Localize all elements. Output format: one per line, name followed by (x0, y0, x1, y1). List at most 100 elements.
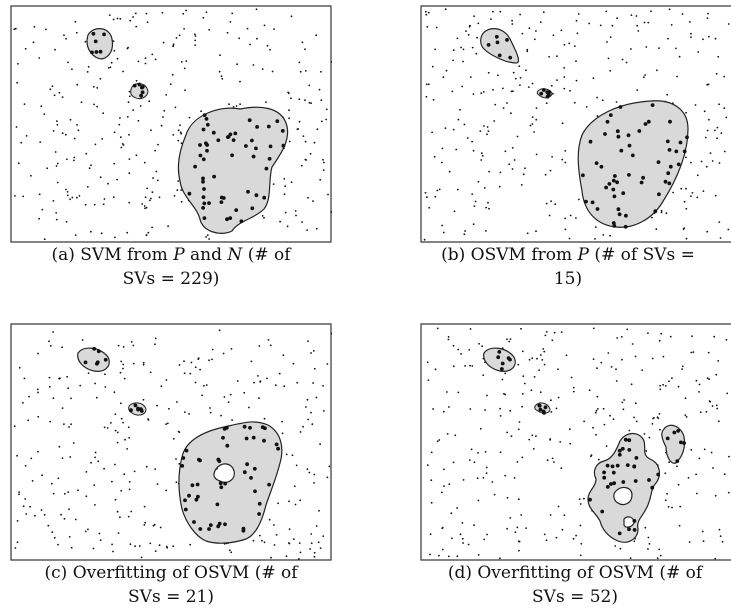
data-point (708, 400, 711, 402)
positive-point (91, 31, 96, 36)
positive-point (216, 524, 221, 529)
data-point (473, 205, 476, 208)
data-point (89, 230, 92, 233)
data-point (620, 336, 623, 338)
data-point (471, 193, 474, 196)
data-point (472, 223, 475, 226)
data-point (67, 61, 69, 64)
positive-point (244, 144, 248, 148)
data-point (222, 352, 225, 355)
data-point (266, 44, 269, 47)
data-point (263, 24, 266, 27)
data-point (27, 419, 29, 422)
data-point (30, 457, 33, 460)
positive-point (666, 171, 671, 176)
data-point (542, 11, 545, 14)
data-point (533, 131, 535, 133)
data-point (579, 503, 582, 505)
caption-text: (a) SVM from (51, 245, 174, 265)
data-point (672, 191, 674, 194)
data-point (299, 70, 302, 73)
data-point (680, 187, 683, 190)
data-point (130, 341, 133, 343)
data-point (549, 439, 551, 441)
data-point (315, 396, 318, 399)
data-point (143, 205, 146, 207)
positive-point (621, 480, 626, 484)
data-point (655, 228, 658, 231)
data-point (485, 206, 487, 209)
data-point (568, 237, 571, 240)
data-point (326, 363, 329, 365)
data-point (16, 541, 19, 543)
positive-point (624, 213, 628, 218)
data-point (469, 364, 471, 367)
data-point (258, 397, 260, 400)
positive-point (508, 55, 513, 60)
data-point (38, 57, 41, 59)
positive-point (133, 403, 138, 408)
data-point (596, 395, 599, 398)
data-point (717, 360, 720, 362)
data-point (154, 550, 157, 552)
data-point (228, 549, 231, 552)
positive-point (255, 125, 259, 129)
data-point (718, 103, 720, 106)
data-point (511, 147, 514, 149)
data-point (30, 174, 32, 177)
data-point (236, 380, 239, 382)
data-point (14, 27, 17, 30)
data-point (716, 126, 719, 129)
data-point (178, 462, 181, 465)
data-point (315, 227, 318, 230)
data-point (716, 137, 718, 140)
data-point (468, 459, 471, 461)
positive-point (140, 90, 145, 95)
data-point (656, 69, 658, 72)
data-point (653, 417, 655, 419)
data-point (492, 10, 494, 13)
positive-point (274, 442, 279, 447)
caption-c: (c) Overfitting of OSVM (# of SVs = 21) (10, 561, 332, 609)
data-point (704, 136, 707, 139)
data-point (569, 442, 572, 445)
data-point (681, 13, 684, 15)
data-point (479, 130, 482, 132)
data-point (483, 125, 485, 127)
data-point (162, 116, 164, 118)
data-point (622, 408, 625, 411)
data-point (24, 465, 27, 467)
data-point (13, 28, 16, 31)
data-point (165, 94, 168, 96)
data-point (702, 190, 705, 193)
positive-point (612, 481, 616, 486)
data-point (579, 524, 582, 527)
data-point (473, 15, 475, 18)
data-point (55, 218, 58, 221)
data-point (118, 123, 121, 126)
positive-point (641, 175, 645, 180)
data-point (268, 518, 271, 521)
data-point (53, 536, 56, 539)
positive-point (136, 406, 140, 411)
positive-point (541, 88, 546, 92)
data-point (717, 55, 720, 58)
data-point (635, 420, 638, 423)
data-point (517, 428, 520, 431)
support-vectors (496, 350, 686, 536)
panel-a: (a) SVM from P and N (# of SVs = 229) (10, 5, 332, 295)
data-point (154, 468, 157, 470)
data-point (707, 351, 710, 354)
data-point (535, 30, 537, 32)
data-point (533, 376, 536, 378)
data-point (149, 199, 151, 202)
caption-text: 15) (553, 269, 583, 289)
data-point (252, 539, 255, 542)
positive-point (83, 360, 88, 365)
positive-point (616, 134, 621, 139)
data-point (535, 435, 537, 438)
data-point (176, 401, 178, 403)
data-point (80, 101, 83, 104)
data-point (427, 83, 430, 86)
data-point (528, 358, 531, 361)
